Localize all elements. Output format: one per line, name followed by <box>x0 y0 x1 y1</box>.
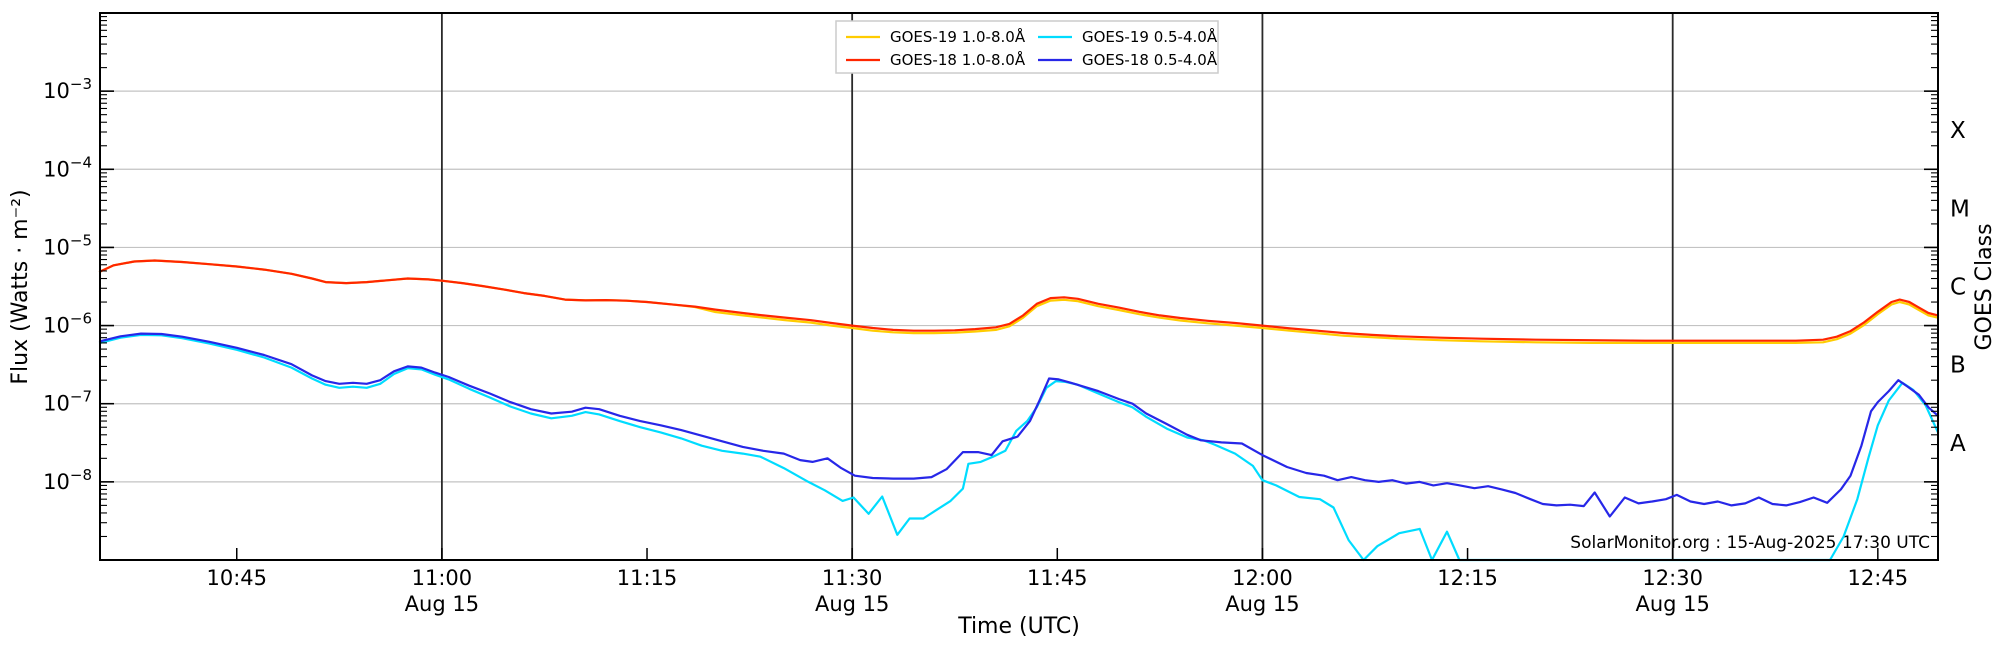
y-axis-title-left: Flux (Watts · m⁻²) <box>8 189 33 384</box>
series-line-goes-19-1-0-8-0 <box>98 259 1940 344</box>
y-axis-title-right: GOES Class <box>1972 223 1997 350</box>
y-tick-label: 10−7 <box>43 388 92 416</box>
x-tick-date-label: Aug 15 <box>1635 592 1709 616</box>
series-line-goes-18-0-5-4-0 <box>98 332 1940 518</box>
axis-ticks <box>100 16 1938 560</box>
watermark-annotation: SolarMonitor.org : 15-Aug-2025 17:30 UTC <box>1570 533 1930 553</box>
x-tick-date-label: Aug 15 <box>815 592 889 616</box>
legend-label-goes18-short: GOES-18 0.5-4.0Å <box>1082 50 1218 69</box>
goes-class-label-a: A <box>1950 431 1966 457</box>
y-tick-label: 10−3 <box>43 75 92 103</box>
legend-label-goes19-short: GOES-19 0.5-4.0Å <box>1082 27 1218 46</box>
x-tick-label: 12:15 <box>1437 566 1498 590</box>
plot-frame <box>99 12 1939 561</box>
x-tick-date-label: Aug 15 <box>1225 592 1299 616</box>
x-tick-label: 11:15 <box>617 566 678 590</box>
goes-class-label-m: M <box>1950 196 1970 222</box>
series-line-goes-19-0-5-4-0 <box>98 333 1940 562</box>
flux-series-lines <box>98 259 1940 562</box>
x-tick-label: 11:00 <box>412 566 473 590</box>
goes-class-label-x: X <box>1950 118 1966 144</box>
y-tick-label: 10−5 <box>43 231 92 259</box>
x-tick-label: 11:45 <box>1027 566 1088 590</box>
x-tick-label: 12:00 <box>1232 566 1293 590</box>
x-tick-label: 12:45 <box>1848 566 1909 590</box>
x-axis-title: Time (UTC) <box>957 614 1080 639</box>
y-tick-label: 10−4 <box>43 153 92 181</box>
goes-class-label-c: C <box>1950 275 1966 301</box>
x-tick-label: 10:45 <box>206 566 267 590</box>
date-boundary-lines <box>440 13 1674 560</box>
series-line-goes-18-1-0-8-0 <box>98 259 1940 342</box>
x-tick-label: 12:30 <box>1642 566 1703 590</box>
legend-label-goes19-long: GOES-19 1.0-8.0Å <box>890 27 1026 46</box>
y-tick-label: 10−8 <box>43 466 92 494</box>
x-tick-date-label: Aug 15 <box>405 592 479 616</box>
legend-label-goes18-long: GOES-18 1.0-8.0Å <box>890 50 1026 69</box>
legend-box <box>835 20 1219 74</box>
x-tick-label: 11:30 <box>822 566 883 590</box>
legend: GOES-19 1.0-8.0Å GOES-18 1.0-8.0Å GOES-1… <box>835 20 1219 74</box>
y-tick-label: 10−6 <box>43 310 92 338</box>
goes-class-label-b: B <box>1950 353 1966 379</box>
gridlines <box>100 90 1938 483</box>
